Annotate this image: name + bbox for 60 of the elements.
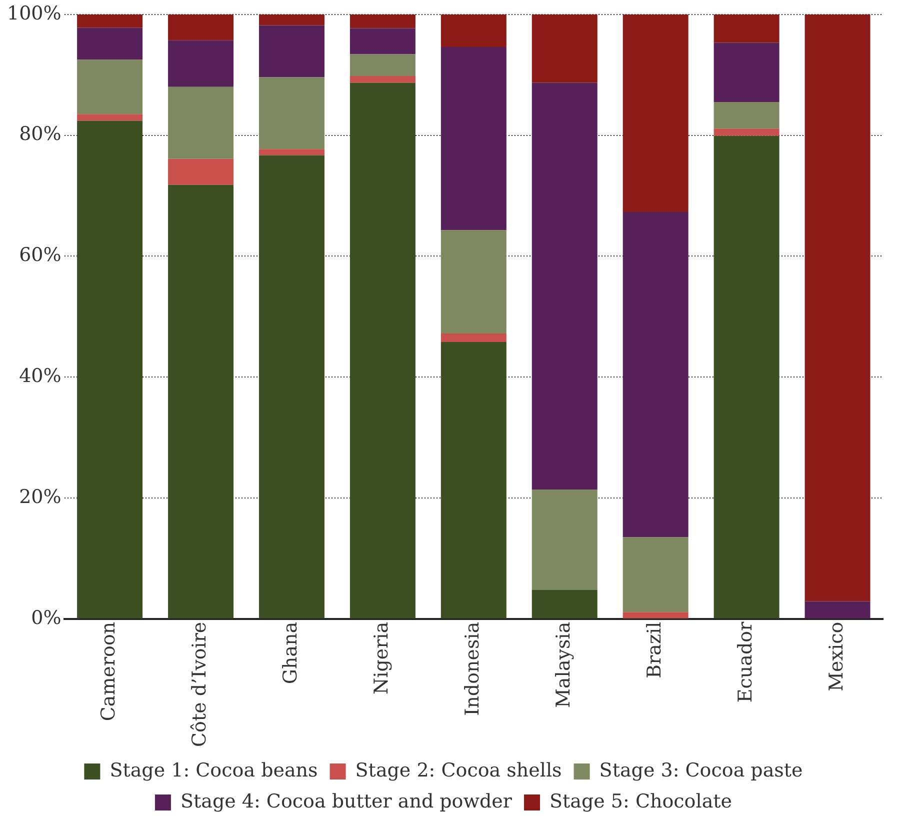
legend-label: Stage 3: Cocoa paste: [599, 759, 803, 782]
bar: [168, 184, 234, 618]
y-tick-label: 40%: [19, 364, 62, 387]
x-tick-label: Côte d’Ivoire: [188, 622, 211, 748]
bar: [532, 590, 598, 618]
bar: [622, 14, 688, 212]
x-tick-label: Ghana: [280, 622, 302, 684]
bar: [440, 230, 506, 334]
bar: [258, 149, 324, 156]
x-tick-label: Malaysia: [552, 622, 575, 708]
bar: [804, 14, 870, 602]
bar: [258, 25, 324, 78]
legend-label: Stage 5: Chocolate: [550, 790, 732, 812]
x-tick-label: Cameroon: [98, 622, 120, 722]
bar: [714, 136, 780, 618]
bar: [440, 342, 506, 618]
bar: [168, 14, 234, 40]
bar: [714, 14, 780, 43]
bar: [714, 42, 780, 102]
x-tick-label: Mexico: [825, 622, 848, 692]
bar: [440, 334, 506, 342]
bar: [258, 155, 324, 618]
y-tick-label: 60%: [19, 244, 62, 266]
bar: [714, 102, 780, 129]
y-tick-label: 80%: [19, 123, 62, 146]
bar: [258, 77, 324, 150]
bar: [350, 76, 416, 83]
bar: [622, 537, 688, 612]
bar: [77, 60, 143, 114]
bar: [532, 14, 598, 83]
bar: [77, 114, 143, 121]
x-tick-label: Ecuador: [734, 620, 756, 703]
x-tick-label: Indonesia: [462, 622, 484, 716]
bar: [440, 14, 506, 48]
bar: [350, 14, 416, 28]
bar: [168, 86, 234, 159]
y-tick-label: 100%: [6, 2, 62, 24]
bar: [350, 28, 416, 54]
y-tick-label: 20%: [19, 486, 62, 508]
legend-label: Stage 1: Cocoa beans: [110, 759, 318, 782]
bar: [532, 489, 598, 590]
legend-label: Stage 2: Cocoa shells: [355, 759, 562, 782]
bar: [77, 14, 143, 28]
bar: [168, 158, 234, 185]
bar: [258, 14, 324, 26]
bar: [714, 128, 780, 136]
bar: [532, 82, 598, 490]
x-tick-label: Nigeria: [370, 622, 393, 694]
bar: [77, 120, 143, 618]
y-tick-label: 0%: [31, 606, 62, 629]
bar: [622, 212, 688, 538]
bar: [622, 612, 688, 618]
bar: [440, 47, 506, 230]
bar: [804, 601, 870, 618]
bar: [350, 82, 416, 618]
bar: [168, 40, 234, 87]
bar: [350, 54, 416, 76]
legend-label: Stage 4: Cocoa butter and powder: [180, 790, 513, 812]
x-tick-label: Brazil: [644, 622, 666, 678]
bar: [77, 28, 143, 60]
